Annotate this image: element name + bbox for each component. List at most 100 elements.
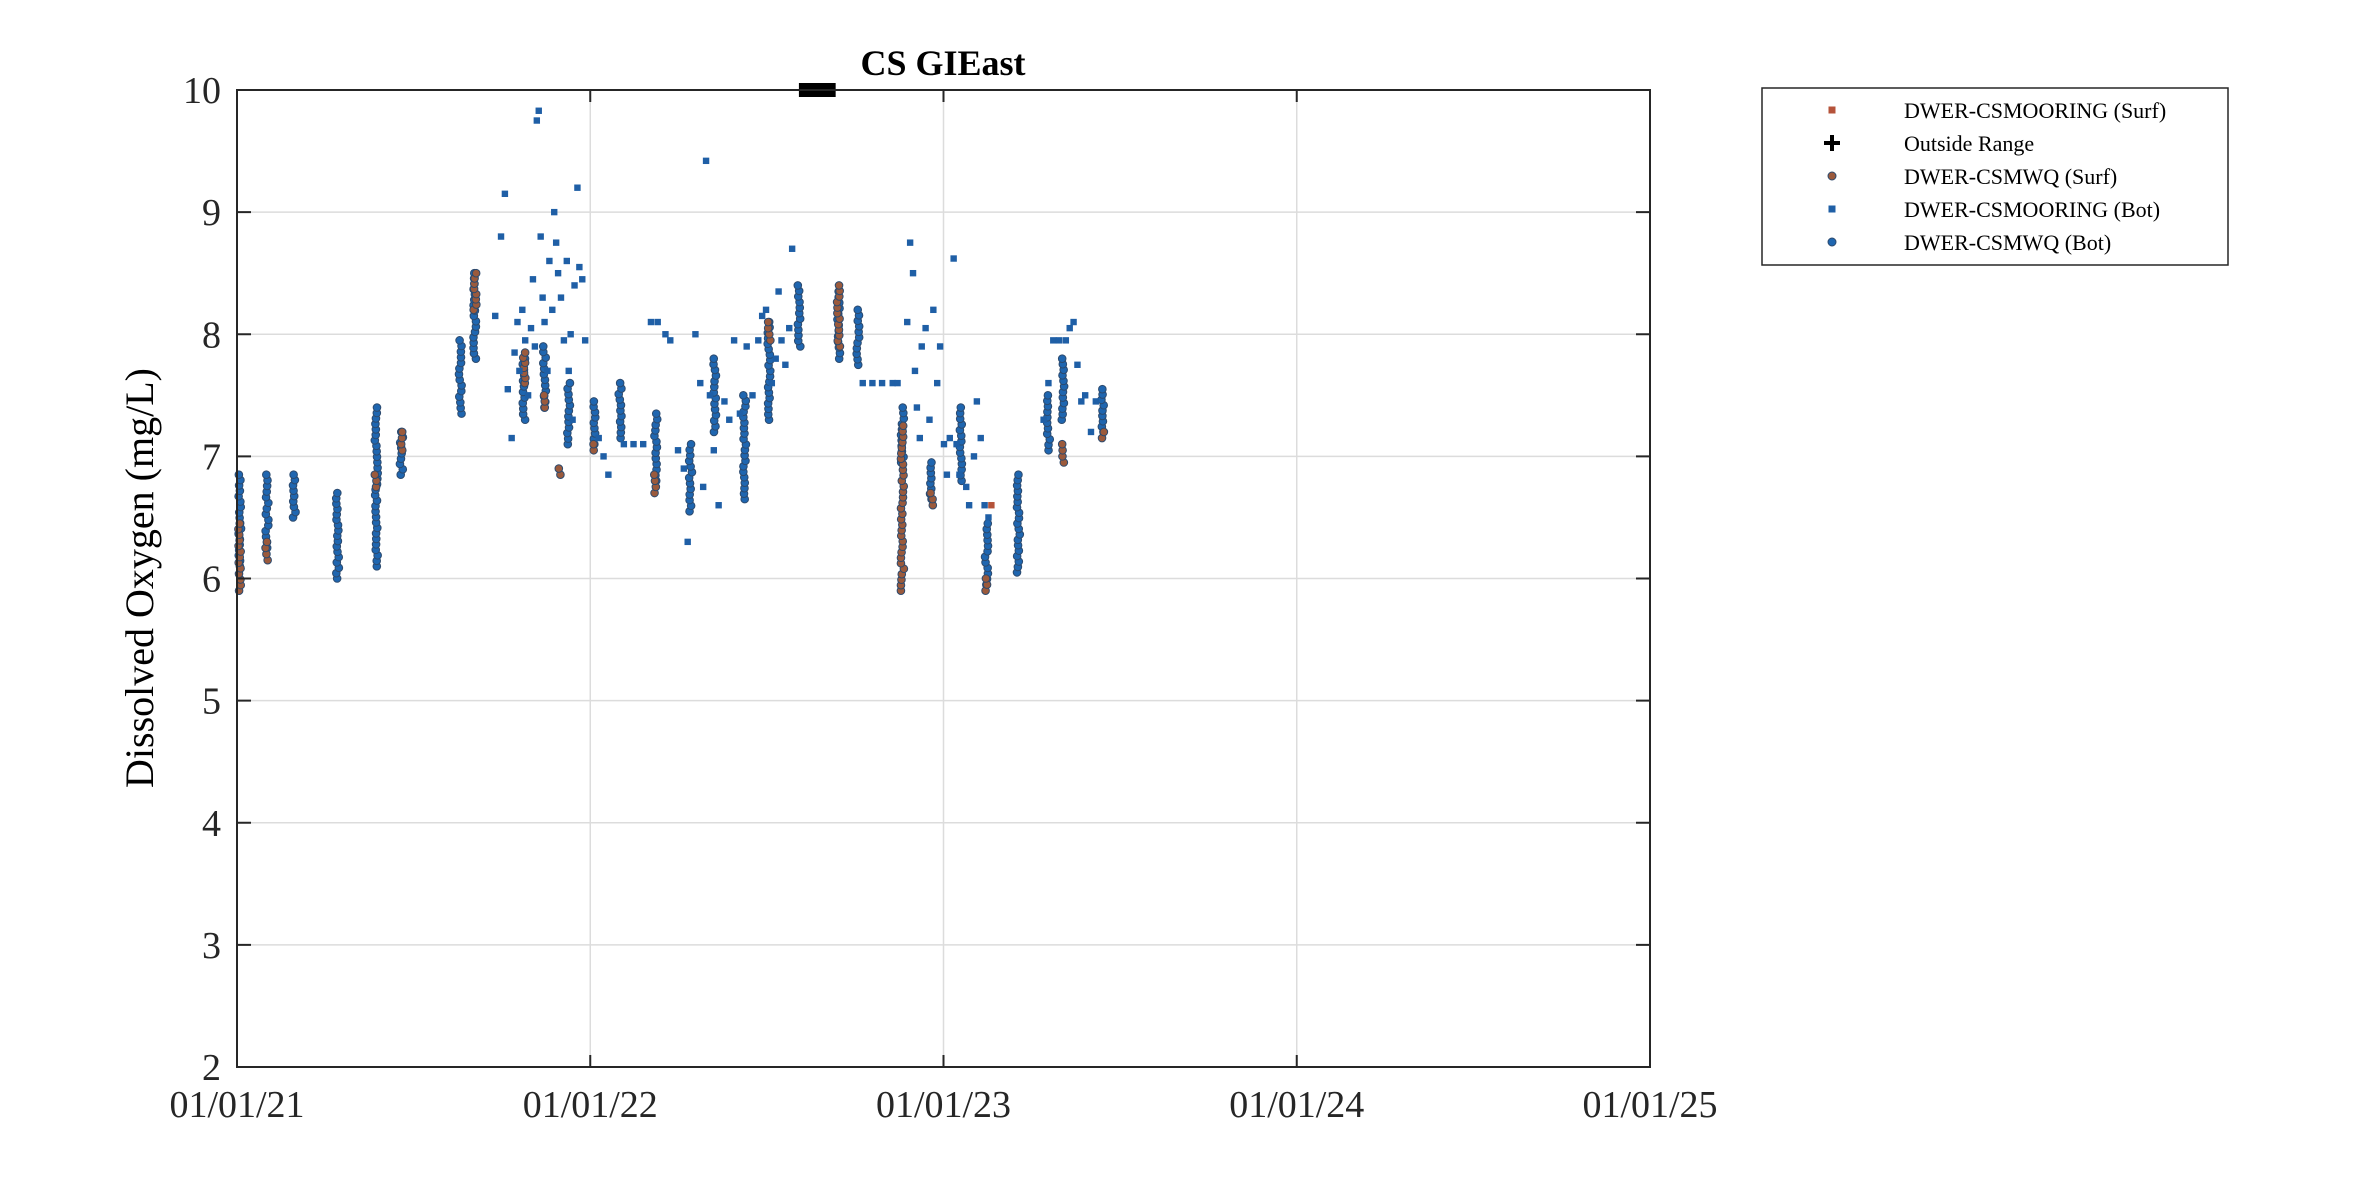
point-dwer-csmwq-bot <box>686 439 696 449</box>
point-dwer-csmooring-bot <box>743 343 750 350</box>
legend-marker-circle <box>1827 237 1837 247</box>
point-dwer-csmooring-bot <box>522 337 529 344</box>
y-tick-label: 2 <box>202 1047 221 1089</box>
point-dwer-csmooring-bot <box>579 276 586 283</box>
point-dwer-csmwq-bot <box>1014 470 1023 479</box>
point-dwer-csmooring-bot <box>539 294 546 301</box>
point-dwer-csmwq-surf <box>520 348 530 357</box>
point-dwer-csmwq-bot <box>956 403 966 412</box>
point-dwer-csmwq-surf <box>370 470 380 479</box>
point-dwer-csmooring-bot <box>581 337 589 344</box>
point-dwer-csmooring-bot <box>906 239 914 246</box>
point-dwer-csmwq-bot <box>289 470 298 479</box>
point-dwer-csmooring-bot <box>977 434 984 442</box>
point-dwer-csmooring-bot <box>640 440 647 448</box>
point-dwer-csmooring-bot <box>778 337 785 344</box>
point-dwer-csmwq-bot <box>651 409 661 418</box>
point-dwer-csmooring-bot <box>620 440 628 448</box>
point-dwer-csmooring-bot <box>508 434 515 442</box>
point-dwer-csmooring-bot <box>654 318 661 326</box>
point-dwer-csmooring-bot <box>926 416 933 423</box>
legend-label: DWER-CSMWQ (Bot) <box>1904 230 2111 255</box>
point-dwer-csmwq-bot <box>372 403 382 412</box>
point-dwer-csmooring-bot <box>549 306 556 314</box>
point-dwer-csmooring-bot <box>531 343 539 350</box>
point-dwer-csmooring-bot <box>600 453 607 460</box>
legend-label: DWER-CSMWQ (Surf) <box>1904 164 2117 189</box>
point-dwer-csmooring-bot <box>605 471 612 478</box>
point-dwer-csmooring-bot <box>981 502 988 509</box>
point-dwer-csmwq-surf <box>926 488 935 498</box>
point-dwer-csmooring-bot <box>697 379 704 387</box>
point-dwer-csmooring-bot <box>788 245 796 252</box>
legend-label: Outside Range <box>1904 131 2034 156</box>
point-dwer-csmooring-bot <box>916 434 924 442</box>
point-dwer-csmooring-bot <box>595 434 602 442</box>
point-dwer-csmooring-bot <box>736 410 744 417</box>
point-dwer-csmooring-bot <box>913 404 921 411</box>
point-dwer-csmooring-bot <box>544 367 551 375</box>
point-dwer-csmooring-bot <box>918 343 925 350</box>
point-dwer-csmooring-bot <box>1062 337 1070 344</box>
point-dwer-csmooring-bot <box>768 379 776 387</box>
legend-items: DWER-CSMOORING (Surf) Outside Range DWER-C… <box>1824 98 2166 255</box>
point-dwer-csmwq-bot <box>589 397 599 406</box>
x-tick-label: 01/01/24 <box>1229 1084 1364 1126</box>
point-dwer-csmooring-bot <box>692 331 699 338</box>
y-tick-label: 8 <box>202 314 221 356</box>
point-dwer-csmooring-bot <box>501 190 509 198</box>
legend-label: DWER-CSMOORING (Bot) <box>1904 197 2160 222</box>
point-dwer-csmooring-bot <box>557 294 565 301</box>
point-dwer-csmooring-bot <box>911 367 919 375</box>
point-dwer-csmooring-bot <box>730 337 738 344</box>
point-dwer-csmooring-bot <box>567 331 574 338</box>
point-dwer-csmooring-bot <box>1081 392 1089 399</box>
point-dwer-csmooring-bot <box>1055 337 1063 344</box>
point-dwer-csmwq-surf <box>649 470 659 479</box>
point-dwer-csmooring-bot <box>516 367 523 375</box>
point-dwer-csmwq-bot <box>1098 384 1107 394</box>
point-dwer-csmooring-bot <box>1045 379 1052 387</box>
x-tick-label: 01/01/22 <box>523 1084 658 1126</box>
point-dwer-csmooring-bot <box>699 483 707 491</box>
point-dwer-csmwq-bot <box>538 342 548 351</box>
point-dwer-csmooring-bot <box>953 440 960 448</box>
point-dwer-csmooring-bot <box>1074 361 1081 368</box>
point-dwer-csmooring-bot <box>529 276 537 283</box>
point-dwer-csmwq-bot <box>898 403 908 412</box>
point-dwer-csmooring-bot <box>524 392 532 399</box>
legend-marker-circle <box>1827 171 1837 181</box>
point-dwer-csmooring-bot <box>630 440 637 448</box>
point-dwer-csmwq-bot <box>262 470 271 479</box>
y-tick-label: 6 <box>202 559 221 601</box>
point-dwer-csmooring-bot <box>721 398 728 405</box>
point-dwer-csmooring-bot <box>552 239 560 246</box>
point-dwer-csmwq-surf <box>539 391 549 400</box>
point-dwer-csmooring-bot <box>973 398 981 405</box>
point-dwer-csmooring-bot <box>869 379 876 387</box>
legend: DWER-CSMOORING (Surf) Outside Range DWER-C… <box>1761 87 2229 266</box>
point-dwer-csmooring-bot <box>859 379 866 387</box>
point-dwer-csmwq-surf <box>981 574 991 583</box>
point-dwer-csmooring-bot <box>1070 318 1077 326</box>
point-dwer-csmwq-surf <box>262 537 272 547</box>
point-dwer-csmwq-bot <box>927 458 936 467</box>
point-dwer-csmwq-surf <box>1057 439 1067 449</box>
point-dwer-csmooring-bot <box>674 447 682 454</box>
point-dwer-csmwq-surf <box>589 439 598 449</box>
point-dwer-csmooring-bot <box>889 379 896 387</box>
legend-marker-square <box>1828 205 1836 213</box>
y-axis-label: Dissolved Oxygen (mg/L) <box>117 368 162 788</box>
point-dwer-csmooring-bot <box>1092 398 1100 405</box>
point-dwer-csmwq-surf <box>834 281 844 290</box>
point-dwer-csmooring-bot <box>755 337 762 344</box>
point-dwer-csmooring-bot <box>963 483 970 491</box>
point-dwer-csmooring-bot <box>546 257 553 265</box>
point-dwer-csmooring-bot <box>576 263 583 271</box>
point-dwer-csmooring-bot <box>574 184 581 191</box>
point-dwer-csmooring-bot <box>710 447 718 454</box>
point-dwer-csmooring-bot <box>772 355 779 362</box>
point-dwer-csmooring-bot <box>922 324 929 332</box>
point-dwer-csmooring-bot <box>551 208 558 216</box>
